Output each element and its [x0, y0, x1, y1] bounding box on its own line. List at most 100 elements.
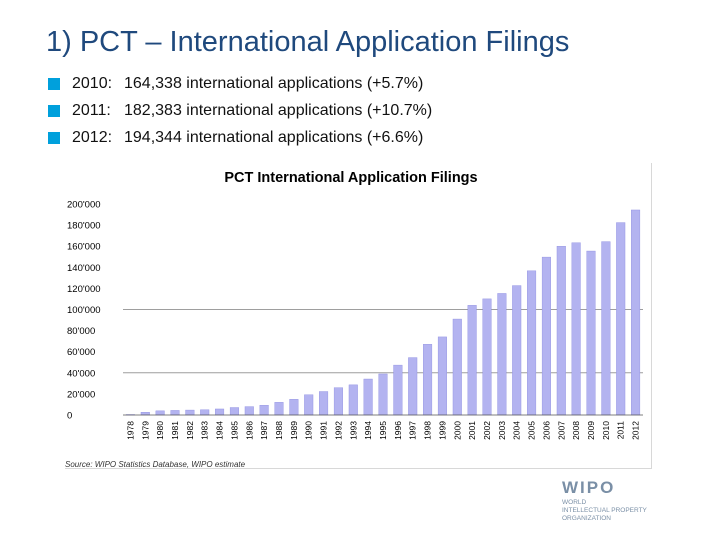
bar — [601, 241, 611, 416]
logo-org-name: WORLD INTELLECTUAL PROPERTY ORGANIZATION — [562, 499, 647, 523]
logo-line: ORGANIZATION — [562, 515, 611, 522]
x-tick-label: 2008 — [571, 421, 581, 440]
x-tick-label: 2001 — [467, 421, 477, 440]
bar — [452, 318, 462, 416]
wipo-logo: WIPO WORLD INTELLECTUAL PROPERTY ORGANIZ… — [560, 478, 710, 522]
x-tick-label: 2007 — [556, 421, 566, 440]
slide-title: 1) PCT – International Application Filin… — [46, 26, 570, 58]
x-tick-label: 1995 — [378, 421, 388, 440]
bullet-year: 2011: — [72, 101, 111, 119]
bar — [616, 222, 626, 416]
bar — [185, 409, 195, 416]
x-tick-label: 1990 — [304, 421, 314, 440]
bar — [571, 242, 581, 416]
bullet-item: 2012: 194,344 international applications… — [48, 124, 432, 151]
bullet-list: 2010: 164,338 international applications… — [48, 70, 432, 151]
bar — [467, 305, 477, 416]
bar — [423, 344, 433, 416]
bar — [155, 410, 165, 416]
x-tick-label: 2006 — [541, 421, 551, 440]
bullet-item: 2011: 182,383 international applications… — [48, 97, 432, 124]
bar — [541, 256, 551, 416]
bullet-text: 164,338 international applications (+5.7… — [124, 74, 424, 92]
x-tick-label: 1989 — [289, 421, 299, 440]
y-tick-label: 0 — [67, 411, 72, 422]
x-tick-label: 1985 — [229, 421, 239, 440]
x-tick-label: 2010 — [601, 421, 611, 440]
bar — [319, 391, 329, 416]
x-tick-label: 1988 — [274, 421, 284, 440]
x-tick-label: 1998 — [423, 421, 433, 440]
bar — [244, 406, 254, 416]
filings-bar-chart: PCT International Application Filings 0 2… — [67, 170, 643, 440]
chart-title: PCT International Application Filings — [224, 170, 477, 186]
x-tick-label: 2012 — [631, 421, 641, 440]
x-tick-label: 1981 — [170, 421, 180, 440]
bar — [378, 373, 388, 416]
x-tick-label: 1984 — [215, 421, 225, 440]
x-tick-label: 1980 — [155, 421, 165, 440]
bullet-text: 194,344 international applications (+6.6… — [124, 128, 424, 146]
x-tick-label: 1993 — [348, 421, 358, 440]
bar — [348, 384, 358, 416]
bar — [363, 378, 373, 416]
y-tick-label: 160'000 — [67, 242, 101, 253]
bar — [437, 336, 447, 416]
x-tick-label: 1997 — [408, 421, 418, 440]
x-tick-label: 2009 — [586, 421, 596, 440]
bar — [304, 394, 314, 416]
y-tick-label: 120'000 — [67, 284, 101, 295]
bar — [631, 209, 641, 416]
y-tick-label: 20'000 — [67, 389, 95, 400]
x-tick-label: 1999 — [437, 421, 447, 440]
logo-word: WIPO — [562, 478, 616, 497]
y-tick-label: 80'000 — [67, 326, 95, 337]
x-tick-label: 2003 — [497, 421, 507, 440]
x-tick-label: 1978 — [125, 421, 135, 440]
bullet-square-icon — [48, 77, 60, 90]
y-tick-label: 40'000 — [67, 368, 95, 379]
bar — [333, 387, 343, 416]
bar — [393, 364, 403, 416]
bar — [408, 357, 418, 416]
bar — [200, 409, 210, 416]
bullet-square-icon — [48, 104, 60, 117]
y-tick-label: 140'000 — [67, 263, 101, 274]
bar — [274, 402, 284, 416]
x-tick-label: 2002 — [482, 421, 492, 440]
bullet-item: 2010: 164,338 international applications… — [48, 70, 432, 97]
x-tick-label: 1992 — [333, 421, 343, 440]
bar — [259, 405, 269, 416]
x-tick-label: 1996 — [393, 421, 403, 440]
x-tick-label: 2004 — [512, 421, 522, 440]
x-tick-label: 1994 — [363, 421, 373, 440]
bar — [170, 410, 180, 416]
x-tick-label: 1983 — [200, 421, 210, 440]
x-tick-label: 1986 — [244, 421, 254, 440]
x-tick-label: 1991 — [319, 421, 329, 440]
x-tick-label: 1982 — [185, 421, 195, 440]
bar — [512, 285, 522, 416]
logo-line: INTELLECTUAL PROPERTY — [562, 507, 647, 514]
bar — [527, 270, 537, 416]
y-tick-label: 180'000 — [67, 221, 101, 232]
bar — [215, 408, 225, 416]
bar — [497, 293, 507, 416]
y-tick-label: 200'000 — [67, 200, 101, 211]
chart-frame: PCT International Application Filings 0 2… — [65, 163, 652, 469]
x-tick-label: 2011 — [616, 421, 626, 440]
x-tick-label: 1979 — [140, 421, 150, 440]
bar — [556, 246, 566, 416]
x-tick-label: 2000 — [452, 421, 462, 440]
logo-line: WORLD — [562, 499, 587, 506]
bar — [482, 298, 492, 416]
bullet-year: 2012: — [72, 128, 113, 146]
bar — [229, 407, 239, 416]
bar — [140, 412, 150, 416]
bar — [289, 399, 299, 416]
bullet-square-icon — [48, 131, 60, 144]
y-tick-label: 60'000 — [67, 347, 95, 358]
y-tick-label: 100'000 — [67, 305, 101, 316]
bullet-text: 182,383 international applications (+10.… — [124, 101, 433, 119]
bullet-year: 2010: — [72, 74, 113, 92]
